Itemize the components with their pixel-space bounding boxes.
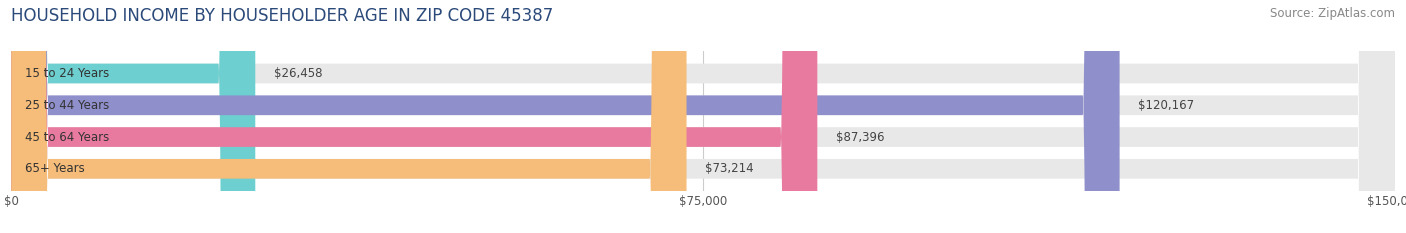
FancyBboxPatch shape [11, 0, 1395, 233]
Text: 45 to 64 Years: 45 to 64 Years [25, 130, 110, 144]
FancyBboxPatch shape [11, 0, 817, 233]
Text: 15 to 24 Years: 15 to 24 Years [25, 67, 110, 80]
Text: $26,458: $26,458 [274, 67, 322, 80]
FancyBboxPatch shape [11, 0, 1119, 233]
Text: 65+ Years: 65+ Years [25, 162, 84, 175]
FancyBboxPatch shape [11, 0, 1395, 233]
FancyBboxPatch shape [11, 0, 1395, 233]
FancyBboxPatch shape [11, 0, 686, 233]
Text: $73,214: $73,214 [704, 162, 754, 175]
FancyBboxPatch shape [11, 0, 1395, 233]
Text: $87,396: $87,396 [835, 130, 884, 144]
Text: 25 to 44 Years: 25 to 44 Years [25, 99, 110, 112]
FancyBboxPatch shape [11, 0, 256, 233]
Text: $120,167: $120,167 [1137, 99, 1194, 112]
Text: HOUSEHOLD INCOME BY HOUSEHOLDER AGE IN ZIP CODE 45387: HOUSEHOLD INCOME BY HOUSEHOLDER AGE IN Z… [11, 7, 554, 25]
Text: Source: ZipAtlas.com: Source: ZipAtlas.com [1270, 7, 1395, 20]
